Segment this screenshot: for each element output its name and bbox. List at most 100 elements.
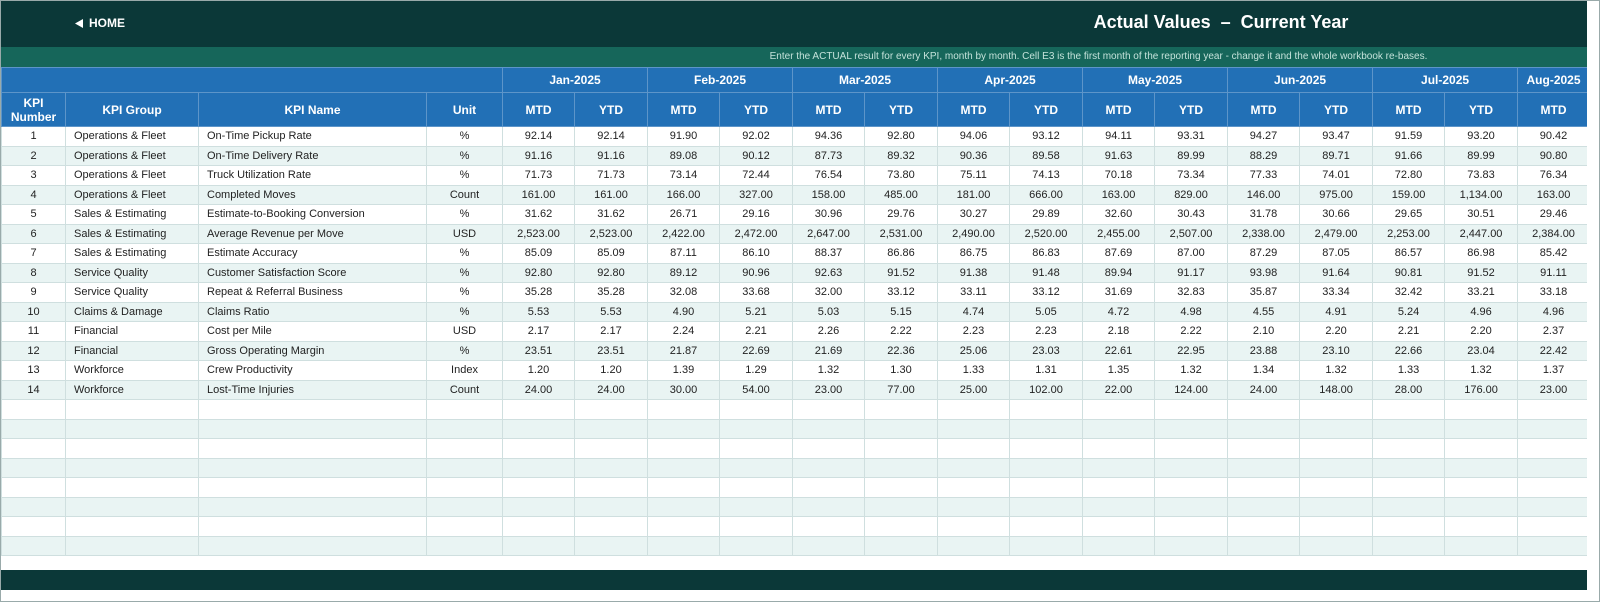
cell: 32.83	[1154, 282, 1229, 303]
cell: Repeat & Referral Business	[198, 282, 427, 303]
cell: 23.04	[1444, 340, 1519, 361]
cell: 77.33	[1227, 165, 1301, 186]
empty-cell	[1372, 477, 1446, 498]
table-row	[1, 516, 1587, 537]
cell: 2,455.00	[1082, 223, 1156, 244]
empty-cell	[1372, 418, 1446, 439]
table-row	[1, 535, 1587, 556]
table-row: 14 Workforce Lost-Time Injuries Count 24.00 2…	[1, 379, 1587, 400]
cell: 2.21	[1372, 321, 1446, 342]
empty-cell	[1082, 457, 1156, 478]
period-header: MTD	[1082, 92, 1156, 127]
table-viewport: Jan-2025 Feb-2025 Mar-2025 Apr-2025 May-2025…	[1, 67, 1587, 557]
cell: 85.09	[574, 243, 648, 264]
cell: 32.08	[647, 282, 720, 303]
empty-cell	[1, 418, 66, 439]
cell: 91.16	[574, 145, 648, 166]
period-header: MTD	[792, 92, 865, 127]
empty-cell	[864, 418, 938, 439]
cell: 35.87	[1227, 282, 1301, 303]
empty-cell	[1372, 516, 1446, 537]
empty-cell	[502, 399, 575, 420]
cell: %	[426, 340, 503, 361]
empty-cell	[574, 516, 648, 537]
empty-cell	[198, 438, 427, 459]
cell: 1.32	[792, 360, 865, 381]
table-row: 4 Operations & Fleet Completed Moves Count 1…	[1, 184, 1587, 205]
cell: 94.27	[1227, 126, 1301, 147]
month-header: Jul-2025	[1372, 67, 1519, 93]
cell: 87.69	[1082, 243, 1156, 264]
cell: USD	[426, 223, 503, 244]
cell: Service Quality	[65, 282, 199, 303]
empty-cell	[426, 535, 503, 556]
empty-cell	[198, 399, 427, 420]
cell: 91.64	[1299, 262, 1374, 283]
month-header: Jan-2025	[502, 67, 648, 93]
cell: 91.63	[1082, 145, 1156, 166]
cell: 87.29	[1227, 243, 1301, 264]
cell: Truck Utilization Rate	[198, 165, 427, 186]
cell: On-Time Delivery Rate	[198, 145, 427, 166]
cell: 89.99	[1444, 145, 1519, 166]
cell: 93.20	[1444, 126, 1519, 147]
empty-cell	[1372, 399, 1446, 420]
empty-cell	[65, 418, 199, 439]
home-label: HOME	[89, 16, 125, 30]
cell: 91.16	[502, 145, 575, 166]
cell: 1.31	[1008, 360, 1084, 381]
cell: 25.06	[937, 340, 1010, 361]
cell: 31.78	[1227, 204, 1301, 225]
cell: 89.12	[647, 262, 720, 283]
empty-cell	[198, 516, 427, 537]
table-row: 6 Sales & Estimating Average Revenue per M…	[1, 223, 1587, 244]
cell: 24.00	[574, 379, 648, 400]
column-header: Unit	[426, 92, 503, 127]
empty-cell	[792, 535, 865, 556]
cell: 26.71	[647, 204, 720, 225]
cell: 92.63	[792, 262, 865, 283]
empty-cell	[937, 496, 1010, 517]
cell: 31.69	[1082, 282, 1156, 303]
empty-cell	[647, 516, 720, 537]
cell: Financial	[65, 340, 199, 361]
cell: 85.42	[1517, 243, 1587, 264]
cell: Cost per Mile	[198, 321, 427, 342]
cell: 1.32	[1154, 360, 1229, 381]
empty-cell	[198, 457, 427, 478]
cell: 89.99	[1154, 145, 1229, 166]
cell: 92.80	[574, 262, 648, 283]
empty-cell	[1444, 516, 1519, 537]
cell: On-Time Pickup Rate	[198, 126, 427, 147]
cell: 22.95	[1154, 340, 1229, 361]
empty-cell	[1517, 457, 1587, 478]
cell: 163.00	[1082, 184, 1156, 205]
cell: 90.80	[1517, 145, 1587, 166]
cell: 146.00	[1227, 184, 1301, 205]
cell: 22.69	[719, 340, 793, 361]
period-header: MTD	[1517, 92, 1587, 127]
cell: 5.24	[1372, 301, 1446, 322]
cell: 73.83	[1444, 165, 1519, 186]
cell: 21.69	[792, 340, 865, 361]
cell: Sales & Estimating	[65, 223, 199, 244]
empty-cell	[65, 477, 199, 498]
period-header: MTD	[647, 92, 720, 127]
cell: 2,422.00	[647, 223, 720, 244]
cell: 23.88	[1227, 340, 1301, 361]
cell: 29.76	[864, 204, 938, 225]
empty-cell	[1299, 496, 1374, 517]
cell: 8	[1, 262, 66, 283]
cell: 2,523.00	[502, 223, 575, 244]
empty-cell	[1082, 418, 1156, 439]
home-button[interactable]: HOME	[75, 16, 125, 30]
cell: 2.17	[502, 321, 575, 342]
cell: 71.73	[574, 165, 648, 186]
empty-cell	[792, 457, 865, 478]
cell: 88.37	[792, 243, 865, 264]
cell: Completed Moves	[198, 184, 427, 205]
cell: 73.80	[864, 165, 938, 186]
cell: 1.20	[502, 360, 575, 381]
cell: 1.32	[1444, 360, 1519, 381]
empty-cell	[502, 496, 575, 517]
